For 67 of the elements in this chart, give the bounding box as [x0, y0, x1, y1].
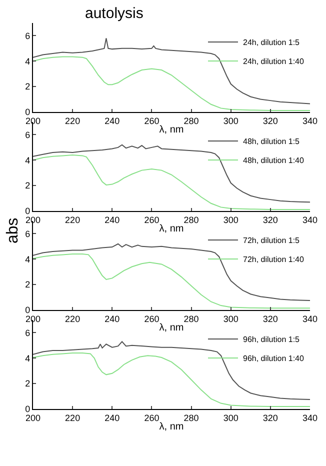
- line-series: [33, 341, 310, 400]
- x-tick-label: 240: [104, 412, 120, 423]
- legend-label: 48h, dilution 1:5: [243, 137, 300, 146]
- y-tick-label: 2: [25, 280, 30, 290]
- x-tick-label: 300: [223, 412, 238, 423]
- x-axis-title: λ, nm: [159, 223, 184, 234]
- x-tick-label: 200: [25, 214, 41, 225]
- x-tick-label: 240: [104, 214, 120, 225]
- y-tick-label: 4: [25, 56, 30, 66]
- y-tick-label: 4: [25, 353, 30, 364]
- line-series: [33, 144, 310, 203]
- x-tick-label: 260: [144, 214, 160, 225]
- x-tick-label: 240: [104, 314, 120, 324]
- legend-label: 96h, dilution 1:5: [243, 335, 300, 344]
- x-axis-title: λ, nm: [159, 322, 184, 334]
- legend-label: 24h, dilution 1:5: [243, 38, 300, 48]
- x-tick-label: 240: [104, 116, 120, 126]
- x-tick-label: 200: [25, 314, 41, 324]
- y-tick-label: 0: [25, 404, 30, 414]
- y-tick-label: 6: [25, 30, 30, 41]
- y-tick-label: 2: [25, 82, 30, 92]
- y-tick-label: 2: [25, 180, 30, 191]
- x-tick-label: 220: [65, 412, 80, 423]
- x-tick-label: 220: [65, 314, 80, 324]
- x-tick-label: 260: [144, 116, 160, 126]
- legend-label: 48h, dilution 1:40: [243, 156, 304, 166]
- y-tick-label: 4: [25, 254, 30, 264]
- line-series: [33, 352, 310, 407]
- y-tick-label: 0: [25, 107, 30, 118]
- y-tick-label: 6: [25, 228, 30, 239]
- x-axis-title: λ, nm: [159, 421, 184, 432]
- y-tick-label: 2: [25, 378, 30, 389]
- x-tick-label: 300: [223, 314, 238, 324]
- line-series: [33, 243, 310, 301]
- x-tick-label: 200: [25, 116, 41, 126]
- y-tick-label: 0: [25, 206, 30, 216]
- x-tick-label: 320: [262, 314, 278, 324]
- x-axis-title: λ, nm: [159, 124, 184, 136]
- x-tick-label: 340: [302, 214, 318, 225]
- x-tick-label: 320: [262, 116, 278, 126]
- x-tick-label: 300: [223, 214, 238, 225]
- y-tick-label: 6: [25, 130, 30, 140]
- x-tick-label: 280: [184, 214, 199, 225]
- x-tick-label: 320: [262, 214, 278, 225]
- legend-label: 72h, dilution 1:5: [243, 236, 300, 246]
- x-tick-label: 260: [144, 412, 160, 423]
- x-tick-label: 280: [184, 116, 199, 126]
- y-tick-label: 6: [25, 328, 30, 338]
- x-tick-label: 340: [302, 116, 318, 126]
- y-axis-title: abs: [4, 218, 22, 244]
- x-tick-label: 280: [184, 314, 199, 324]
- x-tick-label: 340: [302, 314, 318, 324]
- line-series: [33, 38, 310, 104]
- x-tick-label: 220: [65, 116, 80, 126]
- y-tick-label: 0: [25, 305, 30, 316]
- x-tick-label: 220: [65, 214, 80, 225]
- x-tick-label: 320: [262, 412, 278, 423]
- chart-title: autolysis: [85, 5, 144, 22]
- x-tick-label: 340: [302, 412, 318, 423]
- x-tick-label: 260: [144, 314, 160, 324]
- x-tick-label: 300: [223, 116, 238, 126]
- legend-label: 72h, dilution 1:40: [243, 255, 304, 264]
- legend-label: 24h, dilution 1:40: [243, 57, 304, 66]
- legend-label: 96h, dilution 1:40: [243, 354, 304, 364]
- x-tick-label: 200: [25, 412, 41, 423]
- x-tick-label: 280: [184, 412, 199, 423]
- y-tick-label: 4: [25, 155, 30, 166]
